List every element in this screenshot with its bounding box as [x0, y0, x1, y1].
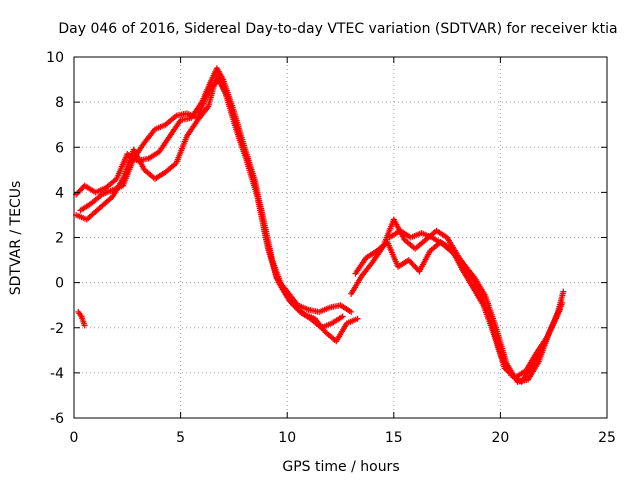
y-tick-label: 4: [55, 185, 64, 201]
y-tick-label: -2: [50, 321, 64, 337]
data-layer: [73, 65, 567, 385]
data-point: [560, 288, 567, 295]
chart-title: Day 046 of 2016, Sidereal Day-to-day VTE…: [58, 21, 617, 37]
x-tick-label: 10: [278, 430, 296, 446]
y-tick-label: -6: [50, 411, 64, 427]
y-tick-label: 0: [55, 276, 64, 292]
y-tick-label: 8: [55, 95, 64, 111]
data-point: [354, 315, 361, 322]
x-tick-label: 25: [598, 430, 616, 446]
series-sat-track-3: [77, 76, 361, 345]
series-sat-track-7: [386, 227, 564, 385]
x-tick-label: 0: [70, 430, 79, 446]
series-sat-track-4: [75, 308, 88, 329]
x-tick-label: 5: [176, 430, 185, 446]
y-tick-label: -4: [50, 366, 64, 382]
tick-layer: 0 5 10 15 20 25 -6 -4 -2 0 2 4 6 8 10: [46, 50, 616, 446]
x-tick-label: 20: [491, 430, 509, 446]
y-axis-label: SDTVAR / TECUs: [8, 181, 24, 296]
y-tick-label: 2: [55, 231, 64, 247]
data-point: [339, 313, 346, 320]
x-axis-label: GPS time / hours: [282, 459, 399, 475]
data-point: [557, 306, 564, 313]
y-tick-label: 10: [46, 50, 64, 66]
y-tick-label: 6: [55, 140, 64, 156]
data-point: [348, 308, 355, 315]
x-tick-label: 15: [385, 430, 403, 446]
data-point: [81, 322, 88, 329]
